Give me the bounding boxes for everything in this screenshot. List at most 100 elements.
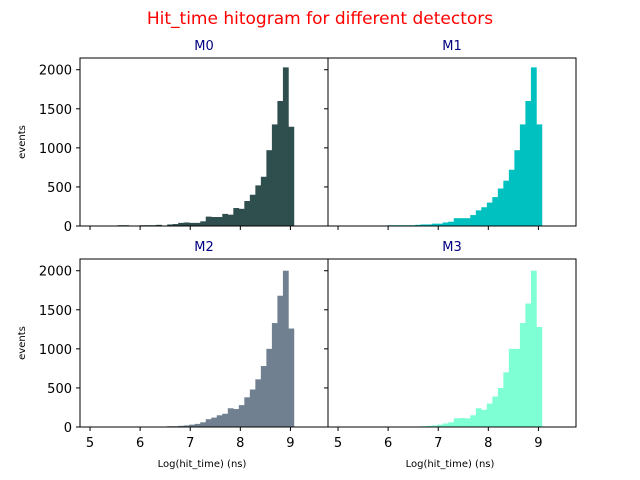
histogram-bar <box>189 222 196 226</box>
histogram-bar <box>183 425 190 427</box>
y-tick-label: 1500 <box>39 103 72 118</box>
histogram-bar <box>288 328 295 427</box>
histogram-bar <box>536 326 543 427</box>
histogram-bar <box>470 215 477 226</box>
histogram-bar <box>282 67 289 226</box>
histogram-bar <box>211 417 218 427</box>
histogram-bar <box>481 207 488 226</box>
histogram-bar <box>415 224 421 226</box>
y-tick-label: 1000 <box>39 142 72 157</box>
x-tick-label: 9 <box>286 436 294 451</box>
histogram-bar <box>475 210 482 226</box>
histogram-bar <box>464 218 471 226</box>
histogram-bar <box>222 213 229 226</box>
histogram-bar <box>530 270 537 427</box>
x-axis-label: Log(hit_time) (ns) <box>158 459 247 470</box>
x-tick-label: 6 <box>136 436 144 451</box>
histogram-bars <box>112 67 295 226</box>
histogram-bar <box>205 419 212 427</box>
histogram-bar <box>497 188 504 226</box>
subplot-m3: M3 5 6 7 8 9 Log(hit_time) (ns) <box>324 240 577 470</box>
histogram-bar <box>183 222 190 226</box>
histogram-bar <box>288 126 295 226</box>
histogram-bar <box>448 422 455 427</box>
histogram-bar <box>503 372 510 427</box>
histogram-bar <box>277 295 284 427</box>
histogram-bar <box>486 403 493 427</box>
histogram-bar <box>431 425 438 427</box>
subplot-grid: M0 0 500 1000 1500 2000 events M1 M2 5 6 7 8 9 0 500 100… <box>17 39 577 470</box>
histogram-bar <box>453 418 460 427</box>
histogram-bar <box>497 387 504 427</box>
histogram-bar <box>508 348 515 427</box>
histogram-bar <box>420 224 427 226</box>
histogram-bar <box>271 124 278 226</box>
x-tick-label: 9 <box>534 436 542 451</box>
histogram-bar <box>437 424 444 427</box>
histogram-bar <box>238 405 245 427</box>
histogram-bar <box>437 223 444 226</box>
histogram-bar <box>260 176 267 226</box>
x-tick-label: 8 <box>484 436 492 451</box>
histogram-bar <box>470 415 477 427</box>
histogram-bar <box>249 389 256 427</box>
subplot-title: M1 <box>442 39 462 54</box>
histogram-bar <box>282 270 289 427</box>
histogram-bar <box>475 408 482 427</box>
histogram-bar <box>481 409 488 427</box>
x-tick-label: 7 <box>434 436 442 451</box>
axes-frame <box>327 57 577 227</box>
histogram-bar <box>277 100 284 226</box>
histogram-bar <box>260 366 267 427</box>
histogram-bar <box>194 423 201 427</box>
y-tick-label: 500 <box>47 181 72 196</box>
histogram-bar <box>525 100 532 226</box>
histogram-bar <box>167 224 173 226</box>
histogram-bar <box>255 185 262 226</box>
y-tick-label: 0 <box>64 220 72 235</box>
histogram-bars <box>387 67 543 226</box>
histogram-bar <box>178 425 185 427</box>
histogram-bar <box>172 224 179 226</box>
histogram-bar <box>205 216 212 226</box>
histogram-bar <box>189 424 196 427</box>
histogram-bar <box>222 413 229 427</box>
x-tick-label: 5 <box>86 436 94 451</box>
histogram-bar <box>238 208 245 226</box>
histogram-bar <box>426 224 433 226</box>
y-tick-label: 2000 <box>39 265 72 280</box>
histogram-bar <box>492 197 499 226</box>
histogram-bar <box>459 418 466 427</box>
y-tick-label: 1500 <box>39 304 72 319</box>
histogram-bar <box>266 348 273 427</box>
histogram-bar <box>514 150 521 226</box>
histogram-bar <box>464 418 471 427</box>
subplot-title: M0 <box>194 39 214 54</box>
histogram-bar <box>244 397 251 427</box>
y-tick-label: 500 <box>47 382 72 397</box>
histogram-bar <box>255 379 262 427</box>
subplot-m2: M2 5 6 7 8 9 0 500 1000 1500 2000 Log(hit_time) (ns… <box>17 240 329 470</box>
histogram-bar <box>227 408 234 427</box>
x-tick-label: 5 <box>334 436 342 451</box>
x-tick-label: 8 <box>236 436 244 451</box>
axes-frame <box>327 258 577 428</box>
histogram-bar <box>178 222 185 226</box>
histogram-bar <box>530 67 537 226</box>
x-tick-label: 6 <box>384 436 392 451</box>
histogram-bar <box>266 150 273 226</box>
histogram-bar <box>233 409 240 427</box>
histogram-bar <box>271 323 278 427</box>
x-axis-label: Log(hit_time) (ns) <box>406 459 495 470</box>
histogram-bar <box>525 303 532 427</box>
figure-title: Hit_time hitogram for different detector… <box>147 9 493 29</box>
y-tick-label: 0 <box>64 421 72 436</box>
histogram-bar <box>448 221 455 226</box>
histogram-bar <box>216 217 223 226</box>
histogram-bar <box>519 124 526 226</box>
histogram-bar <box>519 323 526 427</box>
histogram-bar <box>244 201 251 226</box>
y-axis-label: events <box>17 125 28 159</box>
histogram-bar <box>200 221 207 226</box>
histogram-bar <box>503 180 510 226</box>
